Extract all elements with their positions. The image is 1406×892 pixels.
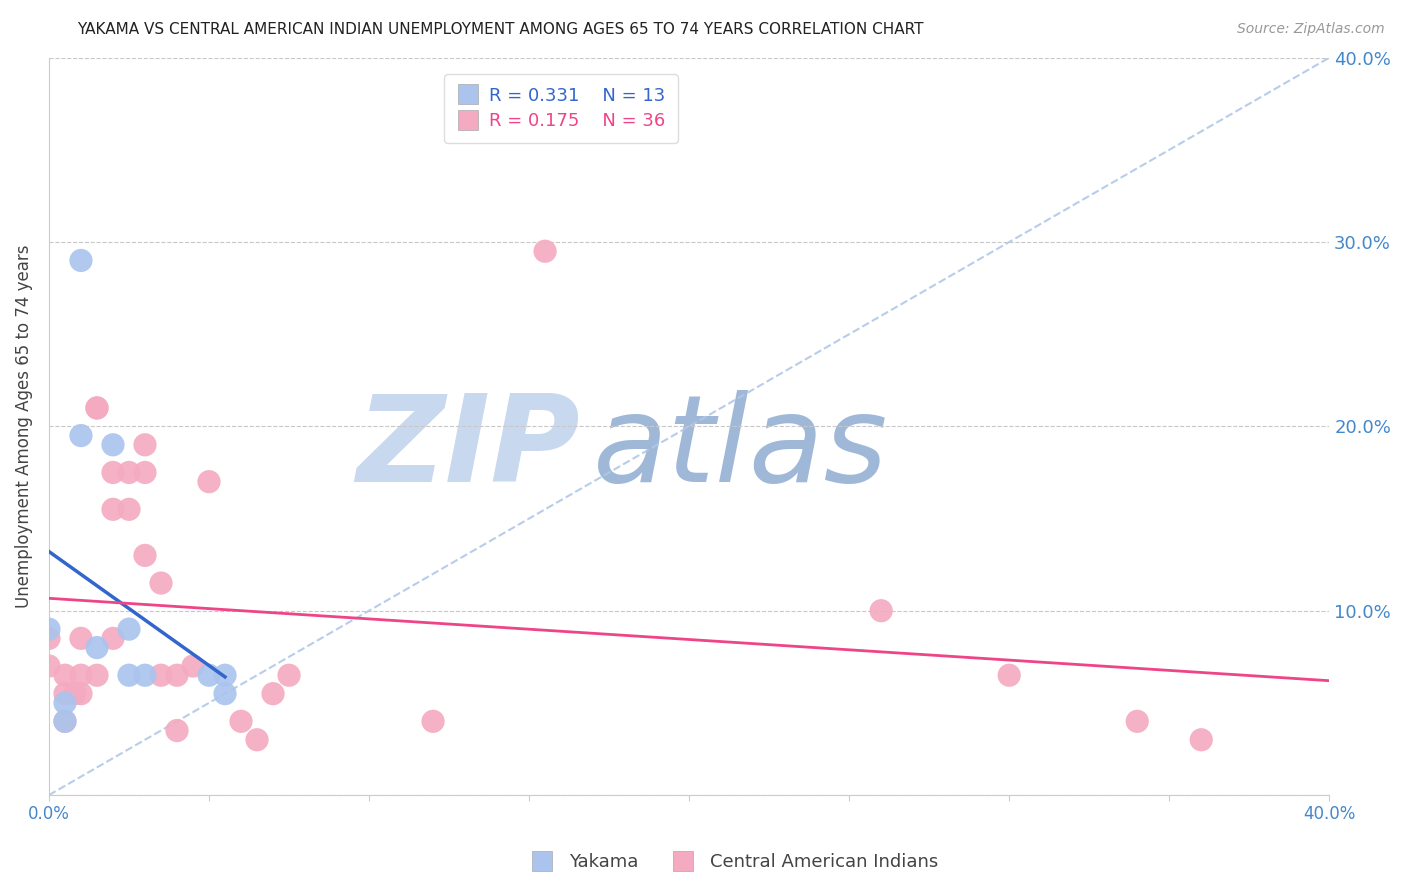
Point [229,714,252,729]
Point [166,723,188,738]
Point [118,502,141,516]
Point [86,640,108,655]
Point [38,632,60,646]
Point [70,428,93,442]
Point [101,632,124,646]
Point [181,659,204,673]
Point [134,438,156,452]
Point [1126,714,1149,729]
Point [70,687,93,701]
Point [101,502,124,516]
Point [38,622,60,636]
Point [198,668,221,682]
Point [38,659,60,673]
Point [1189,732,1212,747]
Point [86,401,108,415]
Point [246,732,269,747]
Point [70,668,93,682]
Point [422,714,444,729]
Point [53,668,76,682]
Text: ZIP: ZIP [357,390,581,507]
Point [278,668,301,682]
Point [534,244,557,259]
Point [118,466,141,480]
Point [101,438,124,452]
Point [198,475,221,489]
Point [998,668,1021,682]
Point [134,549,156,563]
Text: Source: ZipAtlas.com: Source: ZipAtlas.com [1237,22,1385,37]
Point [118,622,141,636]
Point [86,401,108,415]
Legend: Yakama, Central American Indians: Yakama, Central American Indians [516,847,946,879]
Point [86,668,108,682]
Point [214,668,236,682]
Point [150,668,173,682]
Point [101,466,124,480]
Point [70,253,93,268]
Legend: R = 0.331    N = 13, R = 0.175    N = 36: R = 0.331 N = 13, R = 0.175 N = 36 [444,74,678,143]
Y-axis label: Unemployment Among Ages 65 to 74 years: Unemployment Among Ages 65 to 74 years [15,244,32,608]
Point [150,576,173,591]
Point [134,466,156,480]
Point [214,687,236,701]
Text: YAKAMA VS CENTRAL AMERICAN INDIAN UNEMPLOYMENT AMONG AGES 65 TO 74 YEARS CORRELA: YAKAMA VS CENTRAL AMERICAN INDIAN UNEMPL… [77,22,924,37]
Point [53,696,76,710]
Text: atlas: atlas [593,390,889,507]
Point [53,687,76,701]
Point [53,714,76,729]
Point [262,687,284,701]
Point [870,604,893,618]
Point [70,632,93,646]
Point [63,687,86,701]
Point [118,668,141,682]
Point [53,714,76,729]
Point [166,668,188,682]
Point [134,668,156,682]
